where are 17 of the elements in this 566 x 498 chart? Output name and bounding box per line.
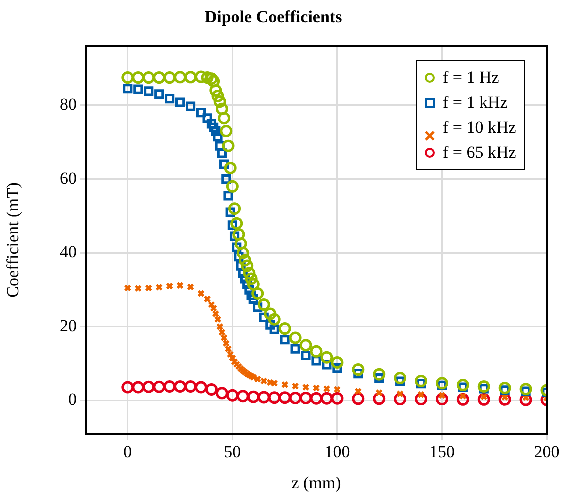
x-tick-label: 0 (124, 442, 132, 462)
legend-label: f = 1 Hz (443, 67, 500, 90)
x-axis-title: z (mm) (292, 473, 342, 492)
x-tick-label: 100 (324, 442, 350, 462)
x-tick-label: 50 (224, 442, 242, 462)
x-tick-label: 150 (429, 442, 455, 462)
legend-label: f = 65 kHz (443, 142, 516, 164)
y-axis-title: Coefficient (mT) (4, 182, 23, 298)
y-tick-label: 0 (68, 390, 77, 410)
y-tick-label: 20 (60, 316, 77, 336)
y-tick-label: 40 (60, 242, 77, 262)
legend-label: f = 1 kHz (443, 92, 508, 114)
y-tick-label: 80 (60, 94, 77, 114)
y-tick-label: 60 (60, 168, 77, 188)
x-tick-label: 200 (534, 442, 560, 462)
legend-label: f = 10 kHz (443, 117, 516, 140)
chart-title: Dipole Coefficients (204, 8, 343, 27)
